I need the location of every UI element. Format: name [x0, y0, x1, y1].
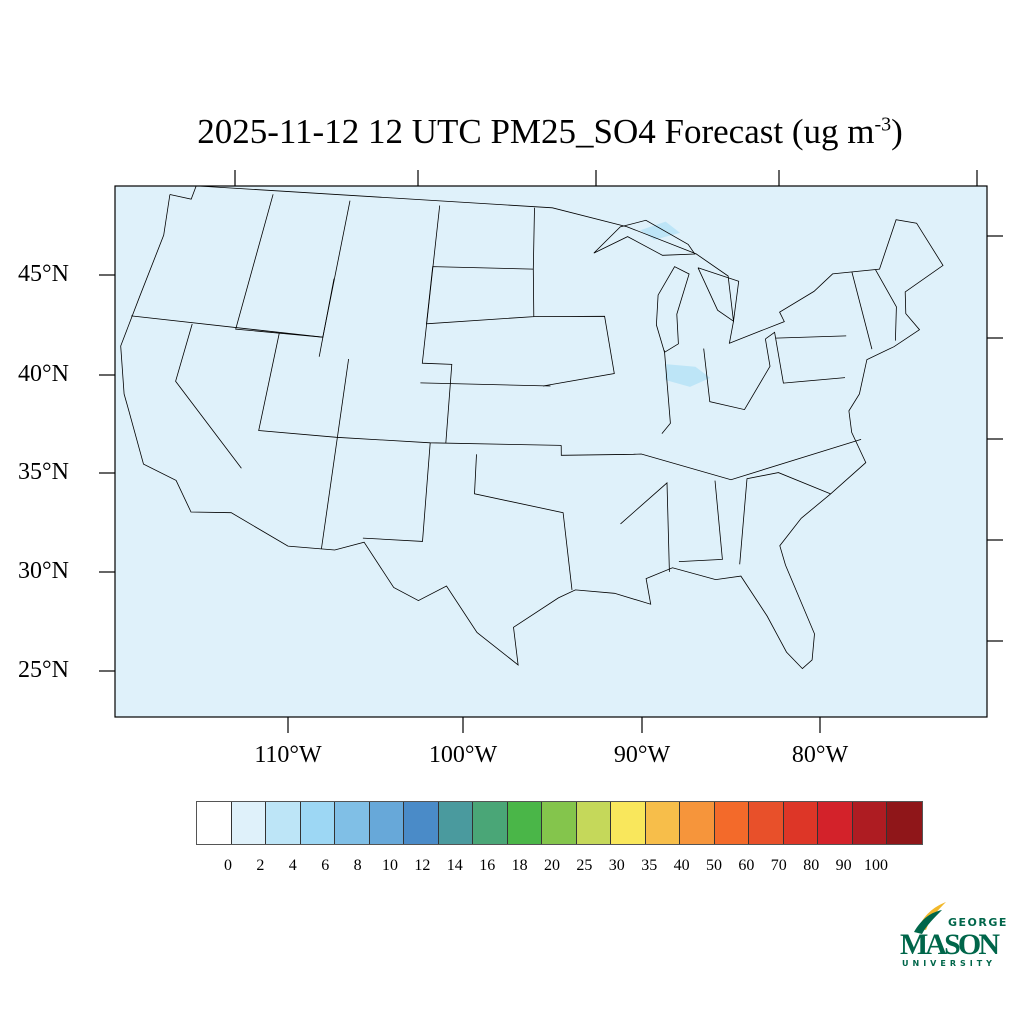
lat-label-30: 30°N: [18, 558, 69, 584]
title-text: 2025-11-12 12 UTC PM25_SO4 Forecast (ug …: [197, 112, 875, 151]
state-boundary: [175, 323, 242, 469]
colorbar-label: 40: [673, 857, 690, 874]
colorbar-label: 12: [414, 857, 431, 874]
svg-text:MASON: MASON: [900, 928, 1000, 961]
lat-label-40: 40°N: [18, 361, 69, 387]
map-title: 2025-11-12 12 UTC PM25_SO4 Forecast (ug …: [0, 112, 1024, 152]
colorbar-swatch: [404, 802, 439, 844]
lat-label-45: 45°N: [18, 261, 69, 287]
colorbar-swatch: [611, 802, 646, 844]
state-boundary: [533, 315, 615, 387]
colorbar-swatch: [542, 802, 577, 844]
colorbar-label: 18: [511, 857, 528, 874]
colorbar-swatch: [231, 802, 266, 844]
state-boundary: [318, 278, 335, 357]
colorbar-swatch: [576, 802, 611, 844]
lon-label-110w: 110°W: [254, 742, 322, 768]
state-boundary: [851, 271, 873, 350]
state-boundary: [661, 350, 671, 434]
frame-ticks: [99, 170, 1003, 733]
state-boundary: [620, 482, 670, 572]
colorbar-swatch: [714, 802, 749, 844]
lon-label-100w: 100°W: [428, 742, 498, 768]
lon-label-80w: 80°W: [791, 742, 849, 768]
colorbar-label: 4: [288, 857, 297, 874]
colorbar-label: 70: [770, 857, 787, 874]
state-boundary: [420, 382, 551, 387]
colorbar-label: 20: [544, 857, 560, 874]
colorbar-swatch: [300, 802, 335, 844]
colorbar-swatch: [818, 802, 853, 844]
colorbar-label: 30: [608, 857, 625, 874]
state-boundary: [775, 335, 847, 339]
state-boundary: [875, 269, 897, 341]
colorbar-swatch: [887, 802, 922, 844]
colorbar-swatch: [749, 802, 784, 844]
state-boundary: [765, 331, 846, 384]
colorbar-label: 60: [738, 857, 755, 874]
colorbar-swatch: [197, 802, 232, 844]
colorbar-label: 80: [803, 857, 820, 874]
colorbar-swatch: [473, 802, 508, 844]
title-superscript: -3: [874, 113, 892, 136]
colorbar-swatch: [507, 802, 542, 844]
colorbar-label: 2: [256, 857, 265, 874]
concentration-patch: [640, 221, 681, 240]
colorbar-label: 100: [864, 857, 888, 874]
state-boundary: [474, 454, 573, 590]
svg-text:UNIVERSITY: UNIVERSITY: [902, 959, 996, 968]
lat-label-35: 35°N: [18, 459, 69, 485]
lat-label-25: 25°N: [18, 657, 69, 683]
state-boundary: [321, 358, 349, 550]
colorbar-swatch: [680, 802, 715, 844]
colorbar-swatch: [645, 802, 680, 844]
george-mason-logo: GEORGE MASON UNIVERSITY: [900, 902, 1006, 968]
colorbar-label: 50: [706, 857, 722, 874]
colorbar-swatch: [266, 802, 301, 844]
colorbar-label: 16: [479, 857, 496, 874]
lake-huron: [697, 267, 740, 322]
colorbar-swatch: [369, 802, 404, 844]
concentration-patch: [665, 364, 711, 387]
colorbar-label: 25: [576, 857, 593, 874]
colorbar-label: 35: [641, 857, 658, 874]
state-boundary: [426, 207, 535, 325]
us-coastline-border: [120, 185, 944, 670]
state-boundary: [678, 480, 723, 562]
colorbar-swatch: [335, 802, 370, 844]
colorbar-swatch: [783, 802, 818, 844]
colorbar-label: 90: [835, 857, 852, 874]
lon-label-90w: 90°W: [613, 742, 671, 768]
colorbar-label: 6: [321, 857, 330, 874]
state-boundary: [739, 472, 831, 565]
colorbar-label: 10: [382, 857, 398, 874]
colorbar-swatch: [438, 802, 473, 844]
lake-michigan: [655, 266, 690, 353]
svg-text:GEORGE: GEORGE: [948, 916, 1006, 929]
colorbar-label: 0: [224, 857, 232, 874]
state-boundary: [703, 338, 771, 411]
map-frame: [114, 185, 988, 718]
colorbar-swatch: [852, 802, 887, 844]
geography-lines: [120, 185, 944, 670]
colorbar-label: 14: [446, 857, 463, 874]
state-boundary: [362, 442, 431, 542]
colorbar-label: 8: [353, 857, 362, 874]
state-boundary: [235, 194, 323, 338]
state-boundary: [258, 333, 562, 446]
state-boundary: [560, 439, 862, 481]
title-end: ): [891, 112, 903, 151]
colorbar: [196, 801, 923, 845]
lake-superior: [593, 219, 696, 256]
